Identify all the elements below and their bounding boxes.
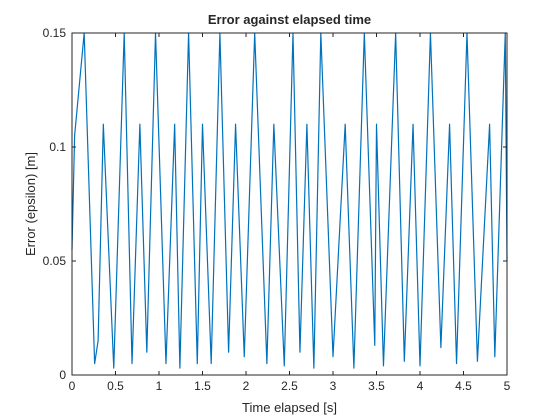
x-axis: 0 0.5 1 1.5 2 2.5 3 3.5 4 4.5 5 (69, 33, 511, 393)
x-tick-label: 0 (69, 379, 76, 393)
x-tick-label: 2 (243, 379, 250, 393)
x-tick-label: 3.5 (368, 379, 385, 393)
y-axis: 0 0.05 0.1 0.15 (43, 26, 507, 382)
y-tick-label: 0.05 (43, 254, 67, 268)
x-tick-label: 4 (417, 379, 424, 393)
x-tick-label: 1 (156, 379, 163, 393)
y-axis-label: Error (epsilon) [m] (23, 152, 38, 256)
x-tick-label: 5 (504, 379, 511, 393)
x-tick-label: 4.5 (455, 379, 472, 393)
y-tick-label: 0.15 (43, 26, 67, 40)
x-axis-label: Time elapsed [s] (242, 400, 337, 415)
y-tick-label: 0 (59, 368, 66, 382)
data-layer (71, 32, 508, 369)
chart-title: Error against elapsed time (208, 12, 371, 27)
plot-background (72, 33, 507, 375)
x-tick-label: 0.5 (107, 379, 124, 393)
x-tick-label: 1.5 (194, 379, 211, 393)
series-line-0 (71, 32, 508, 369)
x-tick-label: 3 (330, 379, 337, 393)
y-tick-label: 0.1 (49, 140, 66, 154)
x-tick-label: 2.5 (281, 379, 298, 393)
